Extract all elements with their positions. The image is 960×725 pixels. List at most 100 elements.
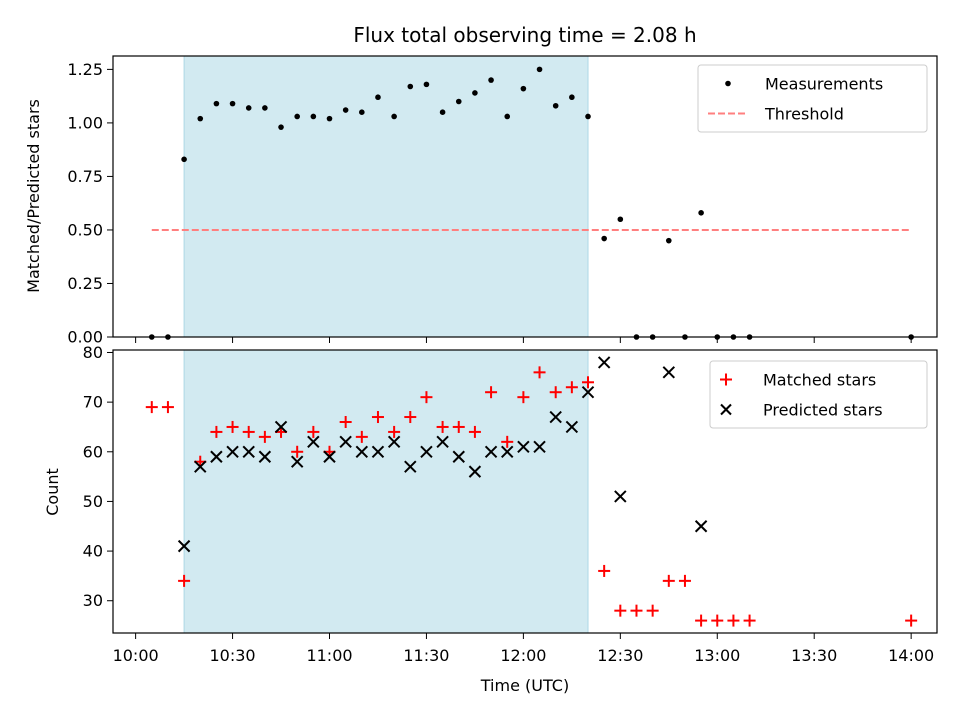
matched-star-point bbox=[307, 425, 320, 438]
predicted-star-point bbox=[355, 445, 369, 458]
legend-measurements-label: Measurements bbox=[765, 75, 883, 94]
bottom-legend-box bbox=[709, 360, 928, 429]
predicted-star-point bbox=[307, 435, 320, 449]
matched-star-point bbox=[145, 401, 158, 414]
measurement-point bbox=[391, 113, 397, 120]
matched-star-point bbox=[178, 574, 191, 587]
bottom-panel: 30 40 50 60 70 80 10:00 10:30 11:00 11:30 12:00 12:… bbox=[43, 343, 938, 695]
bottom-shaded-interval bbox=[183, 349, 589, 634]
measurement-point bbox=[197, 115, 204, 122]
matched-star-point bbox=[339, 415, 352, 428]
measurement-point bbox=[520, 85, 527, 92]
x-tick-label: 14:00 bbox=[888, 646, 934, 665]
matched-star-point bbox=[226, 420, 239, 433]
predicted-star-point bbox=[323, 450, 336, 463]
predicted-star-point bbox=[210, 450, 223, 463]
x-tick-label: 12:00 bbox=[500, 646, 546, 665]
matched-star-point bbox=[582, 376, 595, 389]
measurement-point bbox=[552, 102, 559, 109]
predicted-star-point bbox=[420, 445, 433, 458]
top-legend-box bbox=[697, 64, 928, 133]
top-y-axis-title: Matched/Predicted stars bbox=[24, 99, 43, 293]
measurement-point bbox=[585, 113, 591, 120]
top-plot-frame bbox=[112, 55, 938, 338]
predicted-star-point bbox=[533, 440, 546, 454]
top-y-tick-label: 0.25 bbox=[67, 274, 103, 293]
matched-star-point bbox=[614, 604, 627, 617]
matched-star-point bbox=[678, 574, 691, 587]
bottom-plot-frame bbox=[112, 349, 938, 634]
legend-predicted-label: Predicted stars bbox=[763, 401, 883, 420]
matched-star-point bbox=[210, 425, 223, 438]
bottom-legend: Matched stars Predicted stars bbox=[709, 360, 928, 429]
matched-star-point bbox=[355, 430, 368, 443]
measurement-point bbox=[455, 98, 462, 105]
x-tick-label: 12:30 bbox=[597, 646, 643, 665]
matched-star-point bbox=[565, 381, 578, 394]
measurement-point bbox=[181, 156, 187, 163]
measurement-point bbox=[698, 210, 704, 216]
x-tick-label: 13:00 bbox=[694, 646, 740, 665]
matched-star-point bbox=[420, 391, 433, 404]
measurement-point bbox=[278, 124, 284, 130]
predicted-star-point bbox=[371, 445, 385, 458]
measurement-point bbox=[245, 105, 252, 111]
predicted-star-point bbox=[565, 420, 579, 434]
top-legend: Measurements Threshold bbox=[697, 64, 928, 133]
legend-measurements-marker bbox=[725, 80, 731, 87]
matched-star-point bbox=[258, 430, 271, 443]
matched-star-point bbox=[452, 420, 465, 433]
top-y-tick-label: 0.50 bbox=[67, 220, 103, 239]
measurement-point bbox=[342, 107, 349, 113]
measurement-point bbox=[423, 81, 430, 88]
bottom-y-tick-label: 60 bbox=[83, 442, 103, 461]
matched-star-point bbox=[662, 574, 675, 587]
matched-star-point bbox=[533, 366, 546, 379]
predicted-star-point bbox=[452, 450, 465, 463]
legend-matched-marker bbox=[720, 373, 732, 386]
predicted-star-point bbox=[242, 445, 255, 458]
top-y-tick-label: 1.00 bbox=[67, 113, 103, 132]
top-shaded-interval bbox=[183, 55, 589, 338]
predicted-star-point bbox=[694, 520, 708, 533]
x-tick-label: 10:30 bbox=[210, 646, 256, 665]
measurement-point bbox=[407, 83, 414, 90]
legend-predicted-marker bbox=[720, 403, 732, 416]
measurement-point bbox=[472, 90, 478, 96]
matched-star-point bbox=[711, 614, 724, 627]
matched-star-point bbox=[485, 386, 498, 399]
bottom-y-axis-title: Count bbox=[43, 468, 62, 516]
matched-star-point bbox=[630, 604, 643, 617]
matched-star-point bbox=[436, 420, 449, 433]
legend-matched-label: Matched stars bbox=[763, 371, 876, 390]
predicted-star-point bbox=[581, 385, 595, 399]
x-tick-label: 11:00 bbox=[306, 646, 352, 665]
predicted-star-point bbox=[468, 465, 482, 478]
matched-star-point bbox=[501, 435, 514, 448]
matched-star-point bbox=[549, 386, 562, 399]
x-tick-label: 11:30 bbox=[403, 646, 449, 665]
matched-star-point bbox=[517, 391, 530, 404]
predicted-star-point bbox=[194, 460, 207, 473]
measurement-point bbox=[439, 109, 446, 115]
x-axis-title: Time (UTC) bbox=[480, 676, 569, 695]
matched-star-point bbox=[242, 425, 255, 438]
predicted-star-point bbox=[177, 539, 191, 553]
measurement-point bbox=[310, 113, 317, 120]
measurement-point bbox=[569, 94, 575, 101]
predicted-star-point bbox=[404, 460, 417, 473]
figure-title: Flux total observing time = 2.08 h bbox=[353, 23, 696, 47]
measurement-point bbox=[294, 113, 300, 120]
measurement-point bbox=[213, 100, 220, 107]
predicted-star-point bbox=[274, 420, 288, 434]
matched-star-point bbox=[371, 411, 384, 424]
bottom-y-tick-label: 40 bbox=[83, 542, 103, 561]
measurement-point bbox=[262, 105, 268, 111]
measurement-point bbox=[488, 77, 494, 83]
predicted-star-point bbox=[597, 356, 611, 369]
bottom-y-tick-label: 50 bbox=[83, 492, 103, 511]
predicted-star-point bbox=[662, 366, 676, 379]
measurement-point bbox=[375, 94, 381, 101]
